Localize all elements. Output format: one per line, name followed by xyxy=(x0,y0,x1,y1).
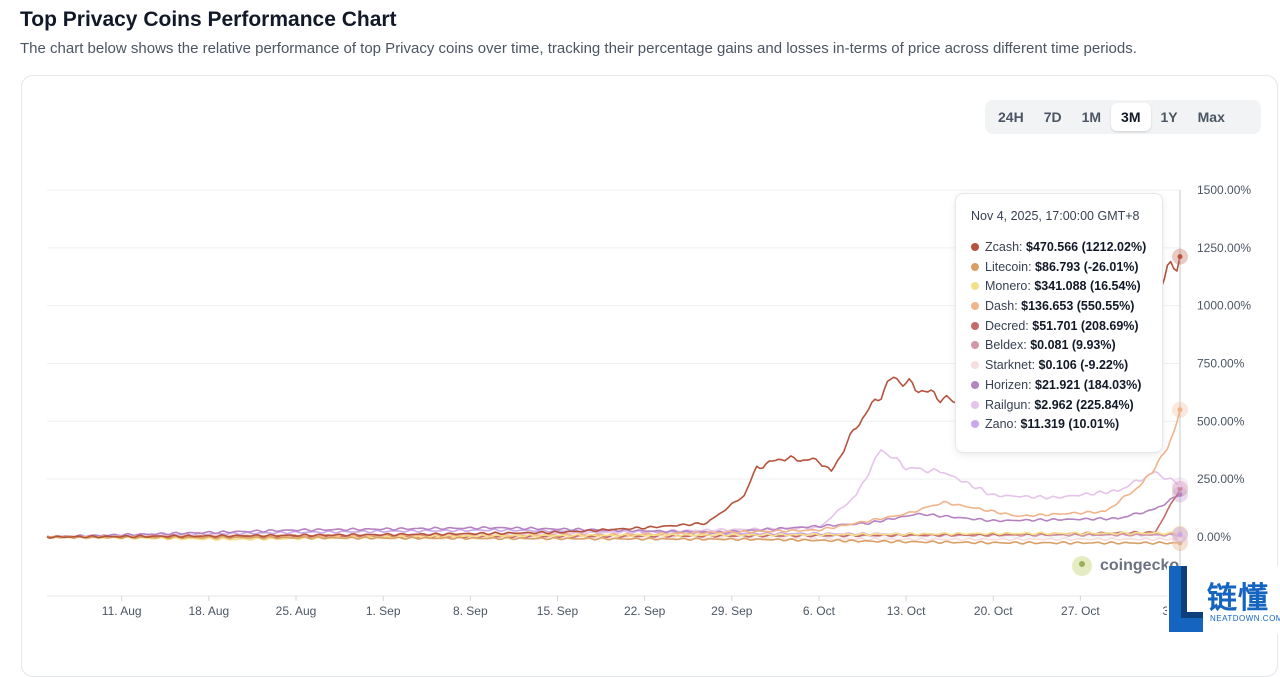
tooltip-series-name: Zano xyxy=(985,417,1014,432)
point-decred xyxy=(1177,486,1183,492)
x-tick-label: 25. Aug xyxy=(276,604,317,618)
tooltip-series-name: Zcash xyxy=(985,240,1020,254)
series-line-monero xyxy=(46,531,1181,541)
point-railgun xyxy=(1177,482,1183,488)
legend-dot-icon xyxy=(971,361,979,370)
y-tick-label: 1250.00% xyxy=(1197,241,1251,255)
point-dash xyxy=(1177,407,1183,413)
brand-cn-text: 链懂 xyxy=(1207,581,1269,616)
gecko-logo-icon xyxy=(1072,556,1092,576)
tooltip-series-name: Monero xyxy=(985,279,1028,294)
x-tick-label: 22. Sep xyxy=(624,604,666,618)
tab-24h[interactable]: 24H xyxy=(998,109,1024,125)
point-zano xyxy=(1177,532,1183,538)
x-tick-label: 1. Sep xyxy=(366,604,401,618)
y-tick-label: 0.00% xyxy=(1197,530,1231,544)
series-line-litecoin xyxy=(47,535,1181,545)
tab-1y[interactable]: 1Y xyxy=(1160,109,1178,125)
y-tick-label: 1000.00% xyxy=(1197,299,1251,313)
tooltip-series-value: $136.653 (550.55%) xyxy=(1021,299,1135,314)
coingecko-watermark: coingecko xyxy=(1072,556,1179,576)
tooltip-row-horizen: Horizen: $21.921 (184.03%) xyxy=(971,378,1162,398)
point-starknet xyxy=(1177,536,1183,542)
brand-en-text: NEATDOWN.COM xyxy=(1210,614,1280,623)
tooltip-series-name: Railgun xyxy=(985,397,1028,412)
tooltip-series-value: $470.566 (1212.02%) xyxy=(1026,240,1147,254)
tooltip-row-decred: Decred: $51.701 (208.69%) xyxy=(971,319,1162,339)
time-range-tabs: 24H 7D 1M 3M 1Y Max xyxy=(985,100,1261,134)
watermark-text: coingecko xyxy=(1100,557,1180,574)
legend-dot-icon xyxy=(971,302,979,311)
chart-tooltip: Nov 4, 2025, 17:00:00 GMT+8 Zcash: $470.… xyxy=(955,193,1163,453)
x-tick-label: 13. Oct xyxy=(887,604,926,618)
tooltip-row-beldex: Beldex: $0.081 (9.93%) xyxy=(971,338,1162,358)
y-tick-label: 250.00% xyxy=(1197,472,1245,486)
x-tick-label: 8. Sep xyxy=(453,604,488,618)
page-title: Top Privacy Coins Performance Chart xyxy=(20,8,397,31)
point-horizen xyxy=(1177,491,1183,497)
tooltip-series-name: Litecoin xyxy=(985,259,1029,274)
tooltip-series-name: Decred xyxy=(985,318,1026,333)
legend-dot-icon xyxy=(971,243,979,251)
tooltip-series-value: $2.962 (225.84%) xyxy=(1034,397,1134,412)
y-tick-label: 750.00% xyxy=(1197,357,1245,371)
tooltip-date: Nov 4, 2025, 17:00:00 GMT+8 xyxy=(971,209,1140,223)
point-litecoin xyxy=(1177,540,1183,546)
tooltip-series-value: $0.106 (-9.22%) xyxy=(1038,358,1129,373)
legend-dot-icon xyxy=(971,400,979,409)
series-line-railgun xyxy=(46,449,1181,539)
legend-dot-icon xyxy=(971,380,979,389)
tooltip-row-litecoin: Litecoin: $86.793 (-26.01%) xyxy=(971,260,1162,280)
brand-logo: 链懂 NEATDOWN.COM xyxy=(1167,566,1280,634)
tooltip-row-zano: Zano: $11.319 (10.01%) xyxy=(971,417,1162,437)
legend-dot-icon xyxy=(971,420,979,429)
tab-1m[interactable]: 1M xyxy=(1081,109,1102,125)
y-tick-label: 1500.00% xyxy=(1197,183,1251,197)
x-tick-label: 18. Aug xyxy=(188,604,229,618)
brand-mark-icon xyxy=(1169,566,1203,632)
legend-dot-icon xyxy=(971,341,979,350)
x-tick-label: 6. Oct xyxy=(803,604,836,618)
tooltip-series-value: $0.081 (9.93%) xyxy=(1030,338,1116,353)
x-tick-label: 27. Oct xyxy=(1061,604,1100,618)
tooltip-series-value: $341.088 (16.54%) xyxy=(1034,279,1141,294)
legend-dot-icon xyxy=(971,262,979,271)
tooltip-series-name: Starknet xyxy=(985,358,1032,373)
tooltip-row-dash: Dash: $136.653 (550.55%) xyxy=(971,299,1162,319)
tab-7d[interactable]: 7D xyxy=(1043,109,1062,125)
tooltip-row-railgun: Railgun: $2.962 (225.84%) xyxy=(971,398,1162,418)
series-line-horizen xyxy=(46,493,1181,539)
tab-3m[interactable]: 3M xyxy=(1111,103,1151,131)
x-tick-label: 29. Sep xyxy=(711,604,753,618)
tooltip-series-value: $21.921 (184.03%) xyxy=(1035,377,1142,392)
tooltip-row-zcash: Zcash: $470.566 (1212.02%) xyxy=(971,240,1162,260)
tooltip-series-name: Beldex xyxy=(985,338,1024,353)
tooltip-row-starknet: Starknet: $0.106 (-9.22%) xyxy=(971,358,1162,378)
tooltip-series-name: Horizen xyxy=(985,377,1029,392)
legend-dot-icon xyxy=(971,321,979,330)
x-tick-label: 20. Oct xyxy=(974,604,1013,618)
tooltip-series-value: $11.319 (10.01%) xyxy=(1020,417,1120,432)
tooltip-series-name: Dash xyxy=(985,299,1015,314)
y-tick-label: 500.00% xyxy=(1197,414,1245,428)
point-zcash xyxy=(1177,254,1183,260)
x-tick-label: 15. Sep xyxy=(537,604,579,618)
page-subtitle: The chart below shows the relative perfo… xyxy=(20,40,1137,57)
legend-dot-icon xyxy=(971,282,979,291)
tooltip-row-monero: Monero: $341.088 (16.54%) xyxy=(971,279,1162,299)
x-tick-label: 11. Aug xyxy=(102,604,142,618)
tooltip-series-value: $51.701 (208.69%) xyxy=(1032,318,1139,333)
tooltip-series-value: $86.793 (-26.01%) xyxy=(1035,259,1139,274)
tab-max[interactable]: Max xyxy=(1197,109,1225,125)
